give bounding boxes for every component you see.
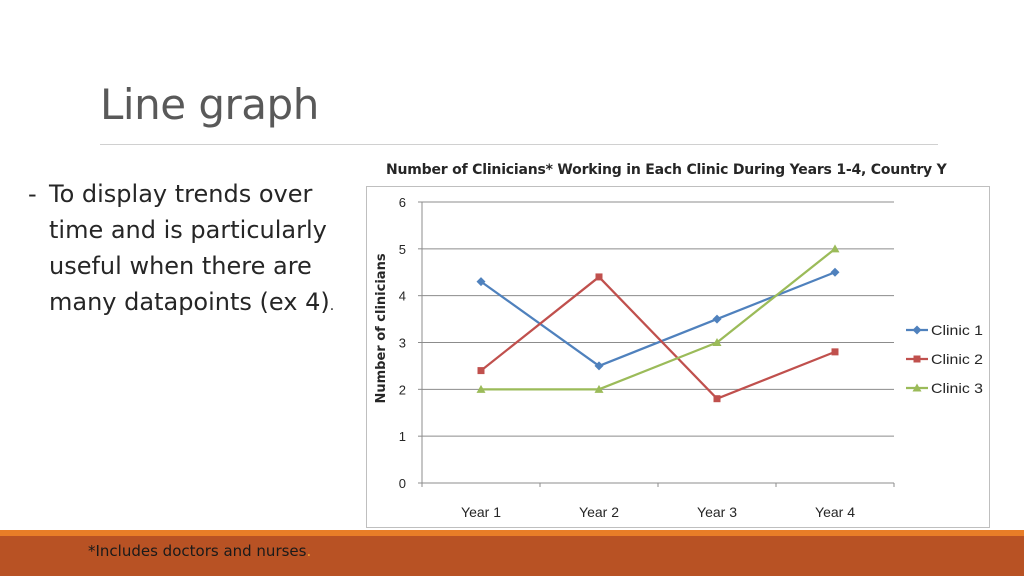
- y-tick-label: 3: [399, 336, 406, 351]
- x-tick-label: Year 4: [815, 504, 855, 520]
- line-chart: 0 1 2 3 4 5 6 Year 1 Year 2 Year 3 Year 4 Number of…: [374, 195, 983, 520]
- chart-title: Number of Clinicians* Working in Each Cl…: [386, 162, 947, 178]
- series-3-point: [712, 338, 722, 346]
- y-tick-label: 2: [399, 382, 406, 397]
- series-3-point: [476, 384, 486, 393]
- series-2-point: [477, 367, 485, 375]
- y-tick-label: 0: [399, 476, 406, 491]
- y-tick-label: 6: [399, 195, 406, 210]
- legend-point: [913, 355, 921, 363]
- series-1-line: [480, 271, 836, 368]
- legend-label: Clinic 3: [931, 380, 983, 396]
- legend-label: Clinic 2: [931, 351, 983, 367]
- legend-point: [912, 383, 922, 392]
- y-tick-label: 1: [399, 429, 406, 444]
- series-2-point: [831, 348, 839, 356]
- title-divider: [100, 144, 938, 145]
- series-3-point: [830, 244, 840, 253]
- bullet-marker: -: [28, 180, 37, 208]
- footnote: *Includes doctors and nurses.: [88, 542, 311, 560]
- series-3-point: [594, 384, 604, 393]
- series-2-line: [480, 275, 836, 400]
- series-3-line: [481, 247, 836, 391]
- y-tick-label: 5: [399, 242, 406, 257]
- footnote-text: *Includes doctors and nurses: [88, 542, 307, 560]
- legend-label: Clinic 1: [931, 322, 983, 338]
- bullet-end: .: [329, 298, 335, 314]
- series-1-point: [830, 267, 840, 277]
- legend-point: [912, 325, 922, 335]
- bullet-text: To display trends over time and is parti…: [49, 180, 330, 316]
- series-1-point: [476, 277, 486, 287]
- slide-title: Line graph: [100, 80, 319, 129]
- x-tick-label: Year 1: [461, 504, 501, 520]
- series-1-point: [712, 314, 722, 324]
- x-tick-label: Year 3: [697, 504, 737, 520]
- y-axis-title: Number of clinicians: [374, 253, 389, 403]
- series-2-point: [595, 273, 603, 281]
- series-2-point: [713, 395, 721, 403]
- footer-accent-line: [0, 530, 1024, 536]
- footer-band: [0, 536, 1024, 576]
- series-1-point: [594, 361, 604, 371]
- x-tick-label: Year 2: [579, 504, 619, 520]
- footnote-end: .: [306, 542, 312, 560]
- y-tick-label: 4: [399, 289, 406, 304]
- bullet-text-block: To display trends over time and is parti…: [28, 176, 348, 324]
- bullet-point: - To display trends over time and is par…: [28, 176, 348, 324]
